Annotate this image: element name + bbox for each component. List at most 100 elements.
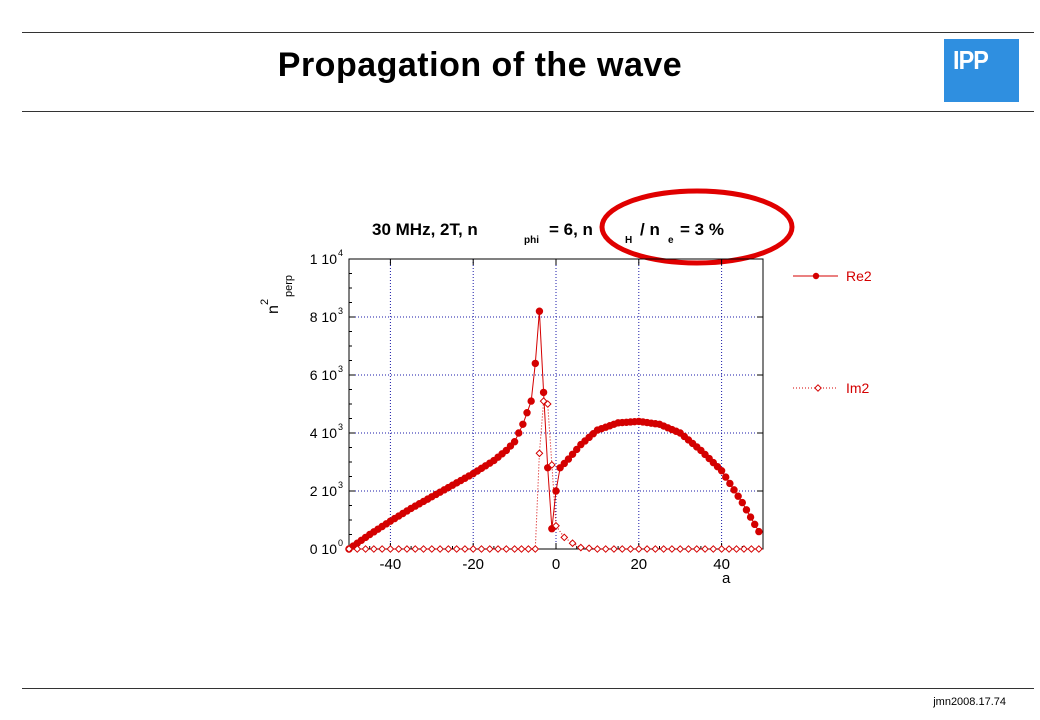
data-point-im2 xyxy=(659,545,668,553)
data-point-re2 xyxy=(539,388,548,397)
x-tick-label: 40 xyxy=(713,556,730,573)
y-tick-exponent: 3 xyxy=(338,480,343,490)
legend-label: Re2 xyxy=(846,268,872,284)
data-point-im2 xyxy=(754,545,763,553)
data-point-im2 xyxy=(502,545,511,553)
chart-title-part-1: 30 MHz, 2T, n xyxy=(372,220,478,239)
x-tick-label: -40 xyxy=(380,556,402,573)
axes: -40 -20 0 20 401 10 48 10 36 10 34 10 32 10 30 10… xyxy=(310,248,764,573)
data-point-im2 xyxy=(701,545,709,553)
data-point-im2 xyxy=(651,545,660,553)
data-point-re2 xyxy=(573,445,581,454)
chart-title-sub-2: H xyxy=(625,235,632,246)
data-point-im2 xyxy=(485,545,494,553)
data-point-im2 xyxy=(634,545,643,553)
data-point-im2 xyxy=(684,545,693,553)
data-point-im2 xyxy=(552,521,560,530)
series-re2 xyxy=(345,307,763,553)
data-point-re2 xyxy=(502,446,511,455)
data-point-re2 xyxy=(531,359,539,368)
data-point-im2 xyxy=(469,545,478,553)
data-point-re2 xyxy=(717,467,726,475)
data-point-im2 xyxy=(692,545,701,553)
y-axis-label-base: n xyxy=(265,305,282,314)
data-point-im2 xyxy=(378,545,387,553)
ipp-logo: IPP xyxy=(944,39,1019,102)
data-point-im2 xyxy=(576,543,585,552)
data-point-im2 xyxy=(668,545,676,553)
series-im2 xyxy=(345,397,763,553)
data-point-im2 xyxy=(676,545,685,553)
data-point-im2 xyxy=(626,545,635,553)
data-point-im2 xyxy=(531,545,540,553)
data-point-re2 xyxy=(746,513,755,521)
y-tick-label: 1 10 xyxy=(310,251,337,267)
data-point-im2 xyxy=(403,545,411,553)
data-point-im2 xyxy=(369,545,378,553)
data-point-re2 xyxy=(568,450,577,458)
data-point-im2 xyxy=(353,545,362,553)
data-point-re2 xyxy=(560,459,568,468)
top-rule xyxy=(22,32,1034,33)
series xyxy=(345,307,763,553)
y-tick-label: 0 10 xyxy=(310,541,337,557)
data-point-re2 xyxy=(734,492,742,500)
data-point-im2 xyxy=(560,533,569,542)
data-point-im2 xyxy=(419,545,428,553)
data-point-im2 xyxy=(601,545,610,553)
data-point-im2 xyxy=(361,545,370,553)
chart-title-part-3: / n xyxy=(640,220,660,239)
legend-item-re2: Re2 xyxy=(793,268,872,284)
data-point-re2 xyxy=(722,473,730,481)
highlight-circle xyxy=(599,188,795,266)
data-point-re2 xyxy=(552,487,560,495)
data-point-re2 xyxy=(564,455,573,463)
data-point-im2 xyxy=(717,545,726,553)
data-point-re2 xyxy=(755,527,763,536)
data-point-re2 xyxy=(523,409,531,417)
y-tick-label: 4 10 xyxy=(310,425,337,441)
legend-item-im2: Im2 xyxy=(793,380,870,396)
data-point-im2 xyxy=(709,545,718,553)
logo-text: IPP xyxy=(953,45,989,75)
legend-swatch-marker xyxy=(812,272,820,280)
data-point-im2 xyxy=(477,545,486,553)
y-tick-label: 8 10 xyxy=(310,309,337,325)
y-axis-label-sub: perp xyxy=(283,275,295,297)
chart-title-sub-3: e xyxy=(668,235,674,246)
y-tick-exponent: 3 xyxy=(338,422,343,432)
data-point-im2 xyxy=(436,545,444,553)
data-point-im2 xyxy=(585,544,594,553)
data-point-re2 xyxy=(726,479,734,488)
data-point-re2 xyxy=(519,420,527,428)
data-point-im2 xyxy=(740,545,748,553)
x-tick-label: 0 xyxy=(552,556,560,573)
data-point-im2 xyxy=(461,545,469,553)
chart-title-part-4: = 3 % xyxy=(680,220,724,239)
data-point-im2 xyxy=(543,400,552,408)
chart-title-part-2: = 6, n xyxy=(549,220,593,239)
data-point-im2 xyxy=(452,545,461,553)
series-line-re2 xyxy=(348,311,760,550)
data-point-im2 xyxy=(618,545,627,553)
footer-reference: jmn2008.17.74 xyxy=(933,696,1006,708)
title-rule xyxy=(22,111,1034,112)
grid xyxy=(349,259,763,549)
legend-label: Im2 xyxy=(846,380,870,396)
data-point-re2 xyxy=(730,486,738,494)
data-point-im2 xyxy=(547,460,556,469)
y-tick-label: 2 10 xyxy=(310,483,337,499)
series-line-im2 xyxy=(349,400,759,550)
data-point-im2 xyxy=(510,545,519,553)
y-tick-exponent: 4 xyxy=(338,248,343,258)
data-point-re2 xyxy=(527,397,535,405)
data-point-re2 xyxy=(738,498,746,507)
y-axis-label: n 2 perp xyxy=(259,275,295,314)
y-tick-exponent: 3 xyxy=(338,306,343,316)
data-point-im2 xyxy=(494,545,502,553)
data-point-im2 xyxy=(643,545,651,553)
data-point-im2 xyxy=(610,545,618,553)
data-point-im2 xyxy=(394,545,403,553)
data-point-im2 xyxy=(345,545,353,553)
